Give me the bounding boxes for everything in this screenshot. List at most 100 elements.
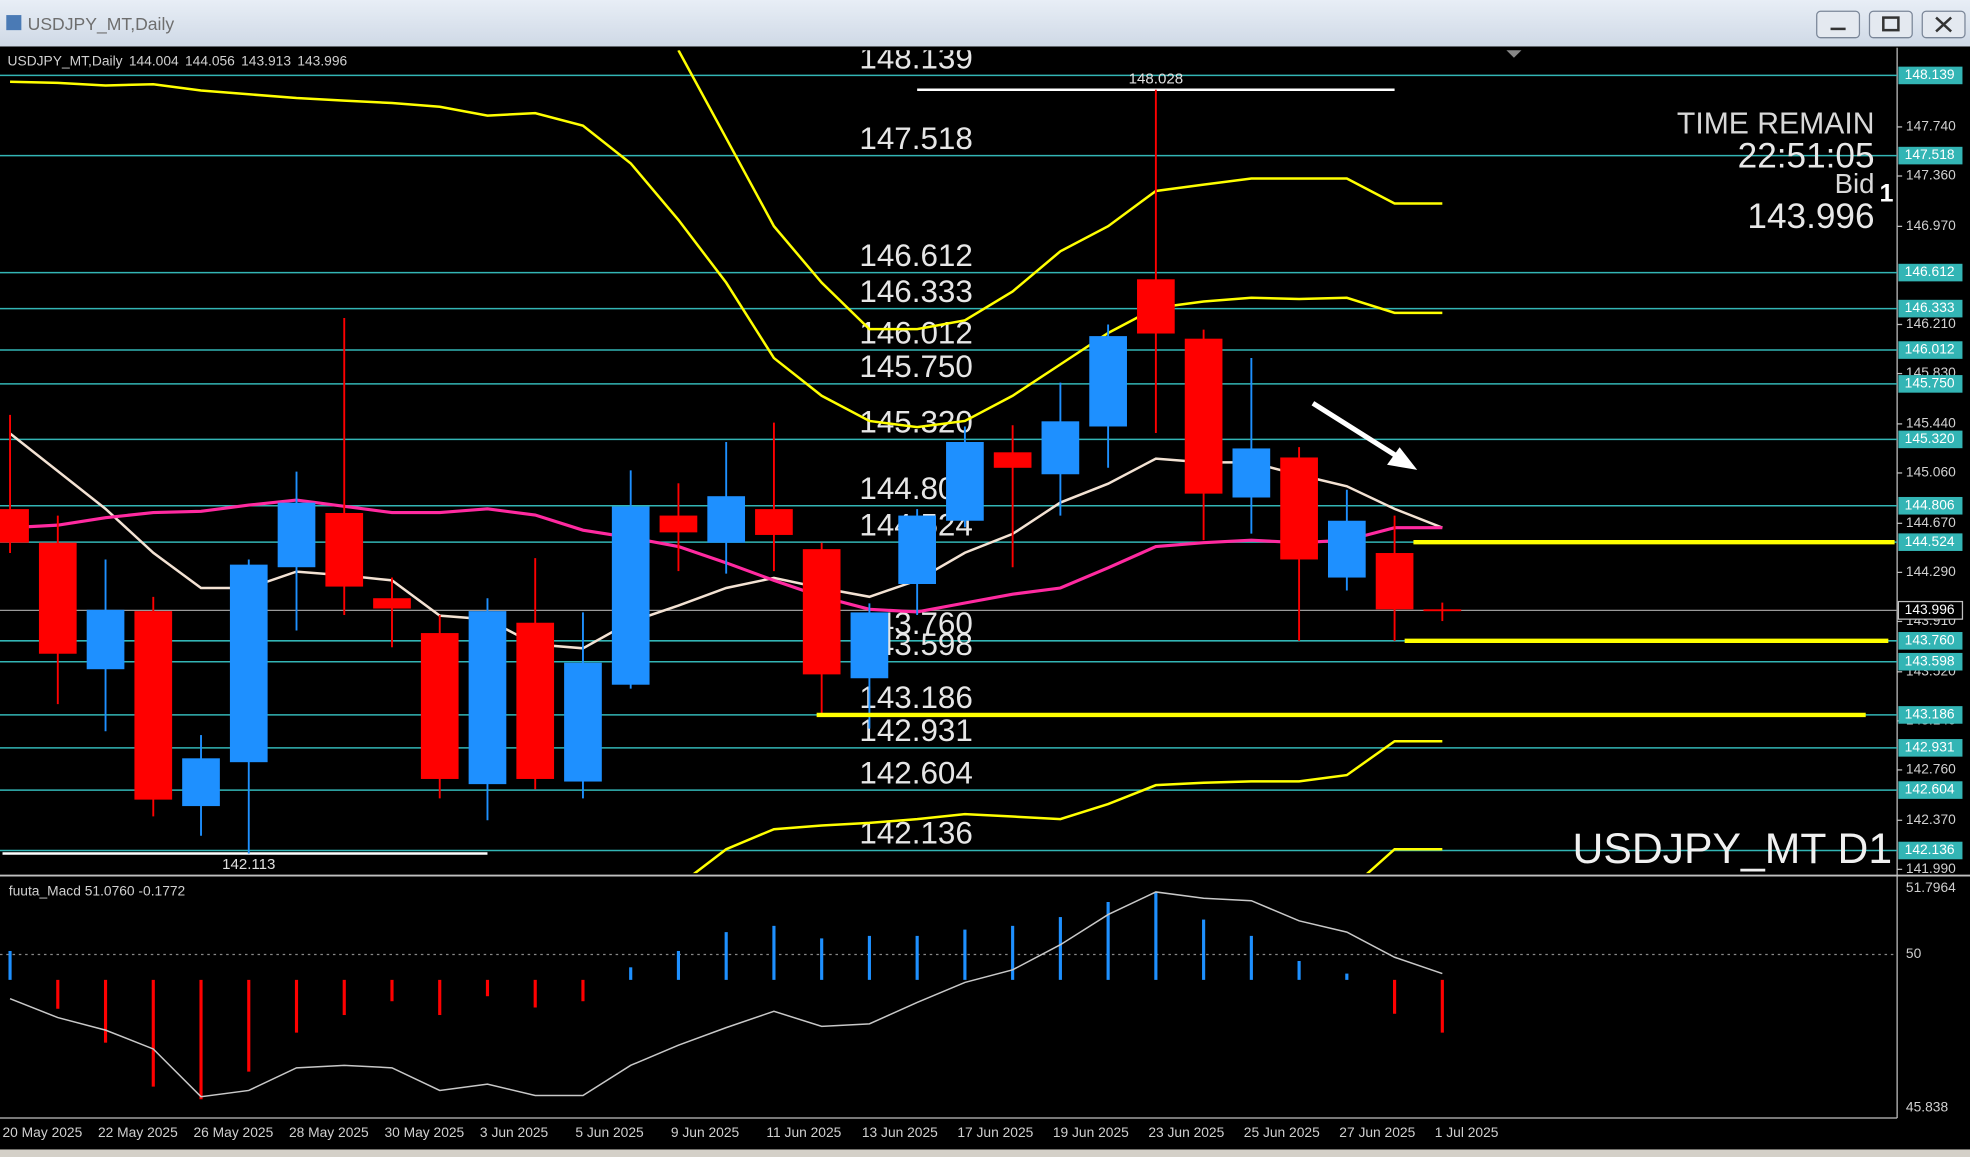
ohlc-value: 143.913	[241, 52, 291, 68]
level-badge-label: 142.604	[1905, 781, 1955, 797]
level-badge	[1898, 496, 1963, 515]
candle-body	[277, 502, 316, 568]
x-tick-label: 17 Jun 2025	[957, 1124, 1033, 1140]
candle-body	[1280, 457, 1318, 560]
level-badge	[1898, 66, 1963, 85]
candle-body	[802, 549, 841, 675]
x-tick-label: 19 Jun 2025	[1053, 1124, 1129, 1140]
candle-body	[898, 515, 937, 585]
level-label: 148.139	[859, 41, 972, 76]
y-tick-label: 144.290	[1906, 563, 1956, 579]
candle-body	[1184, 338, 1223, 494]
x-tick-label: 23 Jun 2025	[1148, 1124, 1224, 1140]
minimize-button[interactable]	[1816, 10, 1861, 39]
indicator-line	[1366, 847, 1443, 874]
x-tick-label: 5 Jun 2025	[575, 1124, 644, 1140]
candle-body	[659, 515, 698, 533]
y-tick-label: 144.670	[1906, 514, 1956, 530]
level-badge-label: 148.139	[1905, 66, 1955, 82]
x-tick-label: 25 Jun 2025	[1244, 1124, 1320, 1140]
level-badge	[1898, 341, 1963, 359]
candle-body	[1327, 520, 1366, 578]
level-label: 147.518	[859, 121, 972, 156]
level-badge	[1898, 299, 1963, 318]
y-tick-label: 147.360	[1906, 167, 1956, 183]
bid-mark: 1	[1880, 179, 1894, 207]
x-tick-label: 11 Jun 2025	[766, 1124, 841, 1140]
level-label: 142.604	[859, 755, 972, 790]
level-badge-label: 144.806	[1905, 496, 1955, 512]
y-tick-label: 146.210	[1906, 315, 1956, 331]
x-tick-label: 22 May 2025	[98, 1124, 178, 1140]
candle-body	[134, 611, 173, 800]
bid-price: 143.996	[1747, 197, 1874, 236]
level-badge	[1898, 706, 1963, 724]
time-remain: 22:51:05	[1738, 137, 1875, 176]
x-tick-label: 26 May 2025	[193, 1124, 273, 1140]
y-tick-label: 142.370	[1906, 811, 1956, 827]
macd-pane	[0, 891, 1898, 1100]
x-tick-label: 9 Jun 2025	[671, 1124, 740, 1140]
level-label: 143.186	[859, 680, 972, 715]
level-badge-label: 142.136	[1905, 841, 1955, 857]
y-tick-label: 145.060	[1906, 464, 1956, 480]
level-label: 146.012	[859, 315, 972, 350]
candle-body	[564, 662, 602, 782]
candle-body	[611, 506, 650, 685]
candle-body	[182, 758, 220, 807]
y-tick-label: 146.970	[1906, 217, 1956, 233]
level-badge	[1898, 841, 1963, 860]
close-button[interactable]	[1921, 10, 1966, 39]
y-tick-label: 45.838	[1906, 1099, 1949, 1115]
level-badge	[1898, 430, 1963, 449]
x-tick-label: 13 Jun 2025	[862, 1124, 938, 1140]
level-badge	[1898, 652, 1963, 671]
ohlc-value: 143.996	[297, 52, 347, 68]
level-badge	[1898, 263, 1963, 282]
candle-body	[1137, 279, 1175, 334]
candle-body	[707, 496, 746, 543]
time-remain-label: TIME REMAIN	[1677, 108, 1875, 141]
y-tick-label: 142.760	[1906, 761, 1956, 777]
indicator-line	[692, 740, 1443, 874]
level-badge-label: 146.012	[1905, 341, 1955, 357]
window-title: USDJPY_MT,Daily	[28, 14, 175, 35]
level-badge	[1898, 375, 1963, 393]
level-label: 145.750	[859, 349, 972, 384]
indicator-line	[677, 50, 1443, 331]
chart-header: USDJPY_MT,Daily 144.004 144.056 143.913 143.…	[8, 52, 348, 68]
level-badge	[1898, 632, 1963, 650]
x-tick-label: 1 Jul 2025	[1435, 1124, 1499, 1140]
y-tick-label: 51.7964	[1906, 879, 1956, 895]
level-label: 142.136	[859, 816, 972, 851]
title-bar	[0, 0, 1970, 47]
level-badge-label: 147.518	[1905, 146, 1955, 162]
candle-body	[373, 598, 411, 609]
candle-body	[468, 611, 507, 785]
candle-body	[516, 622, 555, 779]
level-badge-label: 143.760	[1905, 631, 1955, 647]
ohlc-value: 144.056	[185, 52, 235, 68]
y-tick-label: 147.740	[1906, 118, 1956, 134]
level-badge	[1898, 739, 1963, 757]
level-badge-label: 146.612	[1905, 263, 1955, 279]
level-label: 146.333	[859, 274, 972, 309]
x-tick-label: 27 Jun 2025	[1339, 1124, 1415, 1140]
x-tick-label: 20 May 2025	[3, 1124, 83, 1140]
level-badge	[1898, 781, 1963, 799]
indicator-line	[10, 80, 1443, 429]
y-tick-label: 50	[1906, 945, 1922, 961]
candle-body	[325, 512, 364, 587]
low-label: 142.113	[222, 856, 275, 873]
candle-body	[946, 441, 984, 521]
current-price-badge	[1897, 600, 1964, 620]
level-badge-label: 144.524	[1905, 533, 1955, 549]
chart-title: USDJPY_MT,Daily	[8, 52, 123, 68]
candle-body	[850, 612, 889, 679]
y-tick-label: 145.440	[1906, 415, 1956, 431]
candle-body	[1375, 553, 1414, 610]
candle-body	[38, 542, 77, 654]
restore-button[interactable]	[1868, 10, 1913, 39]
